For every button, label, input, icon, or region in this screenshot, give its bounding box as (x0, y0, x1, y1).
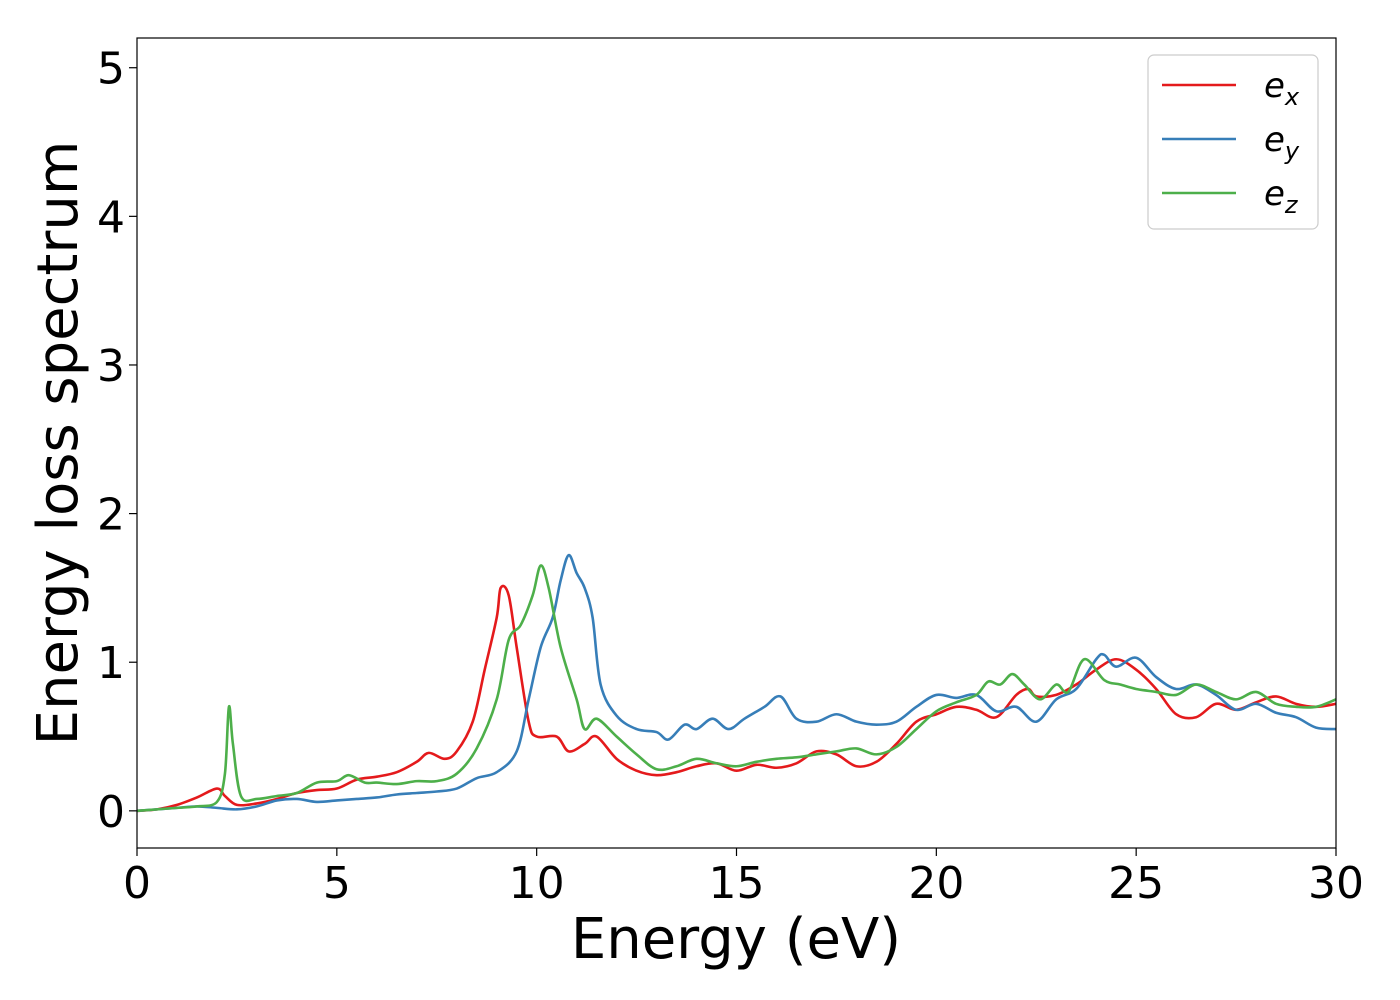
x-tick-label: 5 (323, 858, 351, 909)
legend-label: ex (1264, 66, 1300, 111)
x-axis-label: Energy (eV) (571, 907, 901, 972)
x-tick-label: 30 (1308, 858, 1364, 909)
plot-background (137, 38, 1336, 848)
series-layer (137, 553, 1336, 813)
legend-label: ey (1264, 120, 1300, 165)
legend-box (1147, 54, 1319, 230)
y-axis-ticks: 0 1 2 3 4 5 (97, 44, 137, 838)
y-axis-label: Energy loss spectrum (26, 141, 91, 746)
y-tick-label: 3 (97, 341, 125, 392)
y-tick-label: 2 (97, 490, 125, 541)
x-tick-label: 20 (908, 858, 964, 909)
legend-label: ez (1264, 174, 1299, 219)
y-tick-label: 1 (97, 638, 125, 689)
y-tick-label: 5 (97, 44, 125, 95)
y-tick-label: 0 (97, 787, 125, 838)
x-tick-label: 15 (709, 858, 765, 909)
legend: ex ey ez (1147, 54, 1319, 230)
series-line-ez (137, 564, 1336, 813)
y-tick-label: 4 (97, 192, 125, 243)
x-tick-label: 10 (509, 858, 565, 909)
x-axis-ticks: 0 5 10 15 20 25 30 (123, 848, 1364, 909)
x-tick-label: 0 (123, 858, 151, 909)
x-tick-label: 25 (1108, 858, 1164, 909)
series-line-ey (137, 553, 1336, 813)
